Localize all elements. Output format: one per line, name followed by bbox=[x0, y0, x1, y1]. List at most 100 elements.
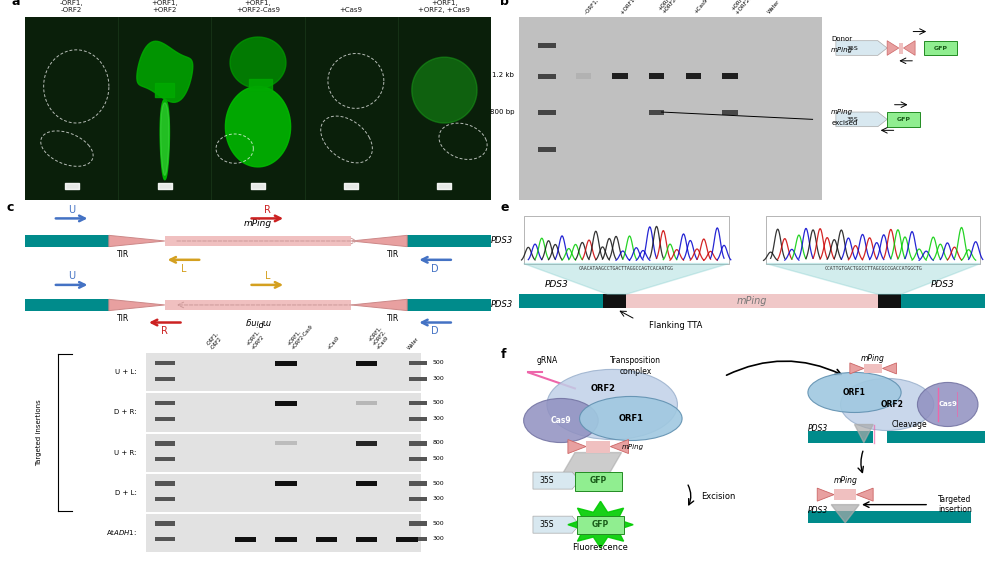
Text: Donor: Donor bbox=[831, 36, 852, 42]
Text: 300: 300 bbox=[433, 416, 445, 421]
Polygon shape bbox=[137, 41, 193, 102]
Text: Cas9: Cas9 bbox=[938, 402, 957, 407]
Bar bbox=[25, 299, 109, 311]
Text: 500: 500 bbox=[433, 481, 444, 486]
Bar bbox=[155, 442, 175, 446]
Polygon shape bbox=[568, 501, 633, 548]
Text: 35S: 35S bbox=[540, 520, 554, 529]
Text: 300: 300 bbox=[433, 536, 445, 541]
Text: +Cas9: +Cas9 bbox=[326, 335, 340, 350]
Bar bbox=[538, 74, 556, 79]
Text: PDS3: PDS3 bbox=[931, 280, 955, 289]
Text: Transposition
complex: Transposition complex bbox=[610, 356, 661, 376]
Text: TIR: TIR bbox=[387, 250, 399, 259]
Text: GFP: GFP bbox=[934, 46, 948, 51]
Bar bbox=[722, 73, 738, 80]
Text: 800: 800 bbox=[433, 440, 444, 446]
Bar bbox=[649, 73, 664, 80]
Bar bbox=[409, 442, 427, 446]
Polygon shape bbox=[561, 452, 622, 477]
Text: b: b bbox=[500, 0, 509, 8]
Bar bbox=[235, 537, 256, 541]
Text: +ORF1,
+ORF2, +Cas9: +ORF1, +ORF2, +Cas9 bbox=[730, 0, 765, 15]
Bar bbox=[409, 457, 427, 461]
Polygon shape bbox=[817, 488, 834, 501]
Text: 35S: 35S bbox=[846, 46, 858, 51]
Bar bbox=[275, 537, 297, 541]
Text: 1.2 kb: 1.2 kb bbox=[492, 72, 514, 78]
Text: -ORF1, -ORF2: -ORF1, -ORF2 bbox=[584, 0, 611, 15]
Bar bbox=[808, 430, 873, 443]
Text: Water: Water bbox=[407, 336, 420, 350]
Text: 500: 500 bbox=[433, 360, 444, 365]
Bar bbox=[722, 110, 738, 115]
Text: mPing: mPing bbox=[737, 296, 767, 306]
Circle shape bbox=[808, 372, 901, 412]
Text: 500: 500 bbox=[433, 456, 444, 461]
Bar bbox=[165, 236, 351, 246]
Bar bbox=[407, 235, 491, 246]
Text: mPing: mPing bbox=[831, 109, 853, 115]
Text: PDS3: PDS3 bbox=[808, 506, 828, 515]
Polygon shape bbox=[610, 439, 628, 453]
Polygon shape bbox=[882, 363, 896, 374]
Text: D: D bbox=[431, 263, 439, 274]
Polygon shape bbox=[856, 488, 873, 501]
Polygon shape bbox=[766, 263, 980, 294]
Text: mPing: mPing bbox=[861, 354, 885, 363]
Polygon shape bbox=[524, 263, 729, 294]
Bar bbox=[878, 294, 901, 308]
Text: ORF1: ORF1 bbox=[843, 388, 866, 397]
Text: ORF2: ORF2 bbox=[880, 400, 903, 409]
Bar bbox=[766, 216, 980, 263]
Text: 35S: 35S bbox=[540, 476, 554, 485]
Text: mPing: mPing bbox=[244, 219, 272, 228]
Text: +ORF1, +ORF2: +ORF1, +ORF2 bbox=[620, 0, 651, 15]
Bar bbox=[155, 537, 175, 541]
Bar bbox=[316, 537, 337, 541]
Polygon shape bbox=[109, 235, 165, 246]
Bar bbox=[586, 440, 610, 452]
Text: +ORF1,
+ORF2-Cas9: +ORF1, +ORF2-Cas9 bbox=[236, 0, 280, 14]
Bar bbox=[575, 472, 622, 491]
Text: ORF2: ORF2 bbox=[590, 384, 615, 393]
Text: Targeted
insertion: Targeted insertion bbox=[938, 495, 972, 514]
Text: ORF1: ORF1 bbox=[618, 414, 643, 423]
Text: CCATTGTGACTGGCCTTAGCGCCGACCATGGCTG: CCATTGTGACTGGCCTTAGCGCCGACCATGGCTG bbox=[824, 266, 922, 271]
Text: +Cas9: +Cas9 bbox=[340, 7, 363, 14]
Text: 500: 500 bbox=[433, 400, 444, 406]
Bar bbox=[275, 361, 297, 365]
FancyArrow shape bbox=[533, 516, 580, 533]
Text: mPing: mPing bbox=[245, 317, 271, 326]
Text: -ORF1,
-ORF2: -ORF1, -ORF2 bbox=[205, 331, 224, 350]
Polygon shape bbox=[831, 505, 859, 523]
Text: CAACATAAGCCTGACTTAGGCCAGTCACAATGG: CAACATAAGCCTGACTTAGGCCAGTCACAATGG bbox=[579, 266, 674, 271]
Text: L: L bbox=[265, 271, 270, 281]
Bar bbox=[864, 364, 882, 373]
Bar bbox=[275, 401, 297, 406]
Bar bbox=[155, 457, 175, 461]
Bar bbox=[603, 294, 626, 308]
Polygon shape bbox=[161, 103, 169, 175]
Text: mPing: mPing bbox=[831, 47, 853, 53]
Bar bbox=[538, 110, 556, 115]
Bar bbox=[146, 354, 421, 391]
Bar bbox=[155, 361, 175, 365]
Text: TIR: TIR bbox=[117, 314, 129, 323]
FancyArrow shape bbox=[836, 112, 887, 127]
Text: D + R:: D + R: bbox=[114, 409, 137, 416]
Polygon shape bbox=[855, 425, 873, 443]
Text: R: R bbox=[161, 327, 168, 336]
Text: Water: Water bbox=[767, 0, 781, 15]
Bar bbox=[409, 417, 427, 421]
Bar bbox=[538, 42, 556, 47]
Bar bbox=[649, 110, 664, 115]
Polygon shape bbox=[351, 299, 407, 311]
Text: 300: 300 bbox=[433, 376, 445, 381]
FancyArrow shape bbox=[533, 472, 580, 489]
Text: U: U bbox=[68, 205, 75, 215]
Bar bbox=[356, 361, 377, 365]
Polygon shape bbox=[160, 99, 169, 180]
Polygon shape bbox=[887, 41, 899, 55]
Text: +ORF1,
+ORF2: +ORF1, +ORF2 bbox=[246, 329, 266, 350]
